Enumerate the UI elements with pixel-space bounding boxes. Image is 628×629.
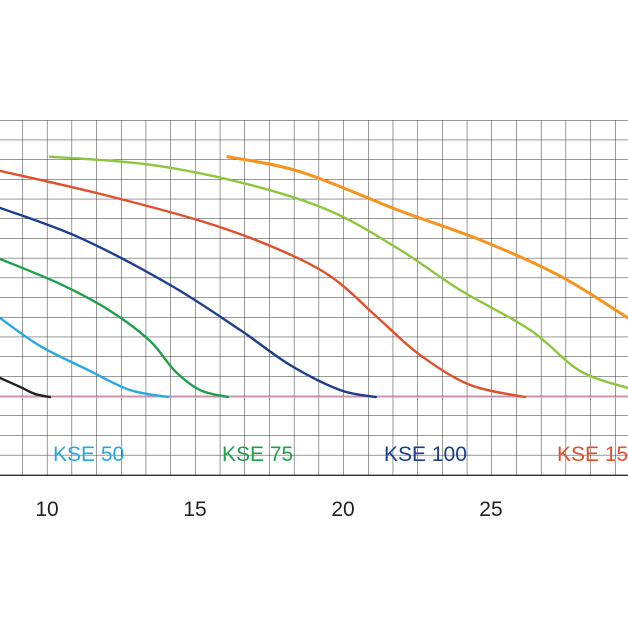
legend-label: KSE 100: [384, 443, 467, 466]
legend-label: KSE 50: [53, 443, 124, 466]
x-tick-label: 20: [331, 498, 354, 521]
series-line: [0, 376, 52, 399]
x-tick-label: 25: [479, 498, 502, 521]
legend-label: KSE 150: [557, 443, 628, 466]
series-line: [0, 257, 230, 399]
x-tick-label: 10: [35, 498, 58, 521]
series-line: [0, 206, 378, 399]
x-tick-label: 15: [183, 498, 206, 521]
grid: [0, 120, 628, 476]
legend-label: KSE 75: [222, 443, 293, 466]
series-line: [48, 155, 628, 390]
series-line: [226, 155, 628, 320]
series-line: [0, 316, 170, 399]
series-line: [0, 169, 527, 399]
